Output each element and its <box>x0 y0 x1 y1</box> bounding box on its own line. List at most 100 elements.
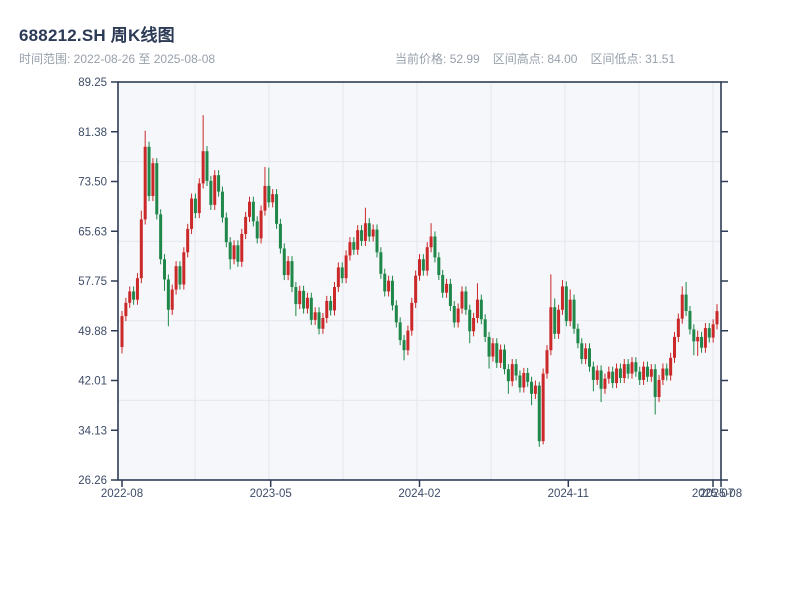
candle <box>665 363 669 381</box>
candle <box>248 196 251 222</box>
candle <box>576 323 580 349</box>
candle <box>475 283 479 324</box>
candle <box>275 189 279 229</box>
svg-text:2022-08: 2022-08 <box>101 488 143 500</box>
candle <box>456 303 460 328</box>
gridlines <box>118 82 721 480</box>
candle <box>135 273 139 305</box>
plot-background <box>118 82 721 480</box>
candle <box>421 254 425 276</box>
stat-current-price-label: 当前价格 <box>395 52 444 66</box>
candle <box>209 175 213 210</box>
stat-range-high-value: 84.00 <box>547 52 578 66</box>
svg-text:42.01: 42.01 <box>78 376 107 388</box>
svg-text:34.13: 34.13 <box>78 425 107 437</box>
candle <box>410 297 414 336</box>
candle <box>526 367 530 387</box>
candle <box>472 312 476 337</box>
candle <box>344 250 348 284</box>
candle <box>147 141 151 202</box>
date-range-text: 时间范围: 2022-08-26 至 2025-08-08 <box>19 52 216 66</box>
candle <box>618 363 622 384</box>
candle <box>333 281 336 316</box>
candle <box>510 359 514 387</box>
candle <box>197 178 201 219</box>
candle <box>711 319 715 343</box>
stat-range-low-label: 区间低点 <box>590 52 639 66</box>
candle <box>244 211 248 240</box>
candle <box>479 294 483 325</box>
candle <box>155 158 159 220</box>
candle <box>503 344 506 375</box>
candle <box>634 357 638 377</box>
candle <box>329 295 333 316</box>
candle <box>383 268 387 297</box>
candle <box>572 294 576 334</box>
candle <box>611 366 615 389</box>
candle <box>379 247 383 279</box>
stat-range-high-label: 区间高点 <box>492 52 541 66</box>
candle <box>282 243 286 281</box>
svg-text:81.38: 81.38 <box>78 127 107 139</box>
candle <box>487 331 491 369</box>
candle <box>290 256 294 293</box>
candle <box>680 286 684 324</box>
candle <box>402 335 406 361</box>
candle <box>298 285 302 310</box>
svg-text:2023-05: 2023-05 <box>250 488 292 500</box>
candle <box>642 361 646 385</box>
candle <box>630 357 634 379</box>
svg-text:73.50: 73.50 <box>78 177 107 189</box>
candle <box>360 225 364 246</box>
candle <box>495 338 499 368</box>
price-stats: 当前价格: 52.99 区间高点: 84.00 区间低点: 31.51 <box>395 50 688 67</box>
candle <box>568 289 572 327</box>
candle <box>491 338 495 362</box>
candle <box>236 240 240 267</box>
candle <box>537 381 541 447</box>
candle <box>228 237 232 270</box>
candle <box>213 170 217 210</box>
candle <box>259 205 263 244</box>
candle <box>595 365 599 385</box>
candle <box>190 193 194 234</box>
candle <box>217 170 221 197</box>
candle <box>468 304 472 344</box>
candle <box>356 225 360 255</box>
candle <box>657 374 661 403</box>
candle <box>205 146 209 186</box>
candle <box>549 274 553 356</box>
candle <box>676 313 680 342</box>
candle <box>715 304 719 330</box>
candle <box>394 300 398 328</box>
svg-text:49.88: 49.88 <box>78 326 107 338</box>
x-axis: 2022-08 2023-05 2024-02 2024-11 2025-072025-… <box>101 480 742 500</box>
candle <box>703 323 707 353</box>
candle <box>170 284 174 315</box>
candle <box>182 247 186 290</box>
candle <box>263 166 267 216</box>
stat-current-price: 当前价格: 52.99 <box>395 52 480 66</box>
candle <box>696 330 700 356</box>
candle <box>178 261 182 290</box>
candle <box>638 366 642 385</box>
candle <box>166 274 170 327</box>
candle <box>317 307 321 335</box>
candle <box>615 363 619 389</box>
candle <box>649 364 653 382</box>
candle <box>607 366 611 384</box>
candle <box>132 286 136 305</box>
svg-text:26.26: 26.26 <box>78 475 107 487</box>
candle <box>429 223 433 253</box>
candle <box>232 240 236 265</box>
candle <box>464 286 468 315</box>
candle <box>278 218 282 254</box>
candle <box>522 367 526 393</box>
candle <box>700 331 704 353</box>
candle <box>240 228 244 267</box>
candle <box>406 325 410 356</box>
candle <box>143 130 147 225</box>
candle <box>603 373 607 394</box>
